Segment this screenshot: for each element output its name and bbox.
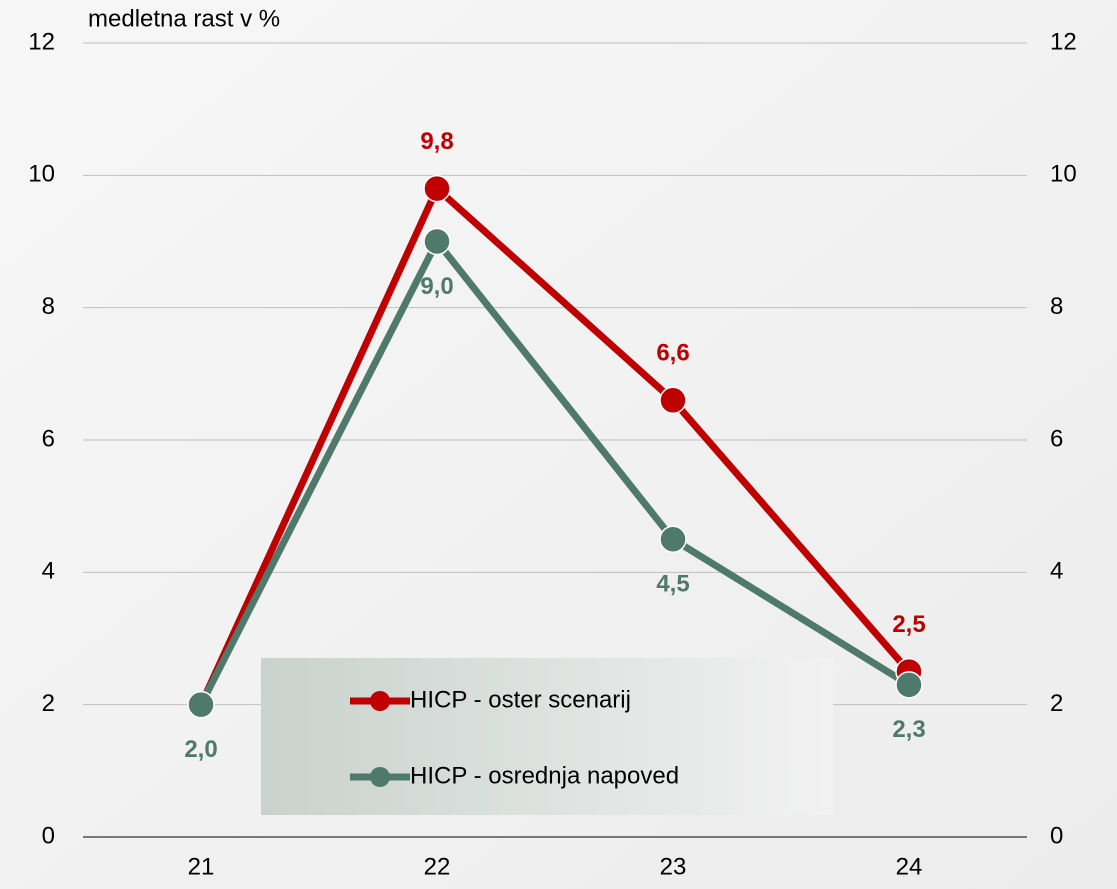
- y-tick-label: 6: [42, 425, 55, 452]
- y-tick-label: 10: [28, 161, 55, 188]
- point: [423, 227, 451, 256]
- y2-tick-label: 8: [1050, 293, 1063, 320]
- legend-label: HICP - oster scenarij: [410, 686, 631, 713]
- data-label: 6,6: [656, 340, 689, 367]
- y-axis-label: medletna rast v %: [88, 5, 280, 32]
- legend-marker: [370, 767, 390, 787]
- legend-label: HICP - osrednja napoved: [410, 762, 679, 789]
- y-tick-label: 2: [42, 690, 55, 717]
- point: [423, 174, 451, 203]
- data-label: 2,3: [892, 716, 925, 743]
- y-tick-label: 12: [28, 28, 55, 55]
- point: [659, 525, 687, 553]
- y2-tick-label: 2: [1050, 690, 1063, 717]
- point: [659, 386, 687, 415]
- legend-box: [261, 658, 833, 815]
- y2-tick-label: 0: [1050, 822, 1063, 849]
- y-tick-label: 8: [42, 293, 55, 320]
- data-label: 9,8: [420, 128, 453, 155]
- point: [187, 690, 215, 719]
- data-label: 2,5: [892, 611, 925, 638]
- data-label: 9,0: [420, 273, 453, 300]
- y-tick-label: 4: [42, 558, 55, 585]
- x-tick-label: 24: [896, 853, 923, 880]
- series-line: [197, 238, 911, 707]
- series-line: [197, 185, 912, 707]
- point: [895, 671, 923, 699]
- y2-tick-label: 4: [1050, 558, 1063, 585]
- legend-marker: [370, 691, 390, 711]
- y-tick-label: 0: [42, 822, 55, 849]
- y2-tick-label: 6: [1050, 425, 1063, 452]
- x-tick-label: 22: [424, 853, 451, 880]
- data-label: 2,0: [184, 736, 217, 763]
- x-tick-label: 21: [188, 853, 215, 880]
- y2-tick-label: 12: [1050, 28, 1077, 55]
- y2-tick-label: 10: [1050, 161, 1077, 188]
- data-label: 4,5: [656, 571, 689, 598]
- x-tick-label: 23: [660, 853, 687, 880]
